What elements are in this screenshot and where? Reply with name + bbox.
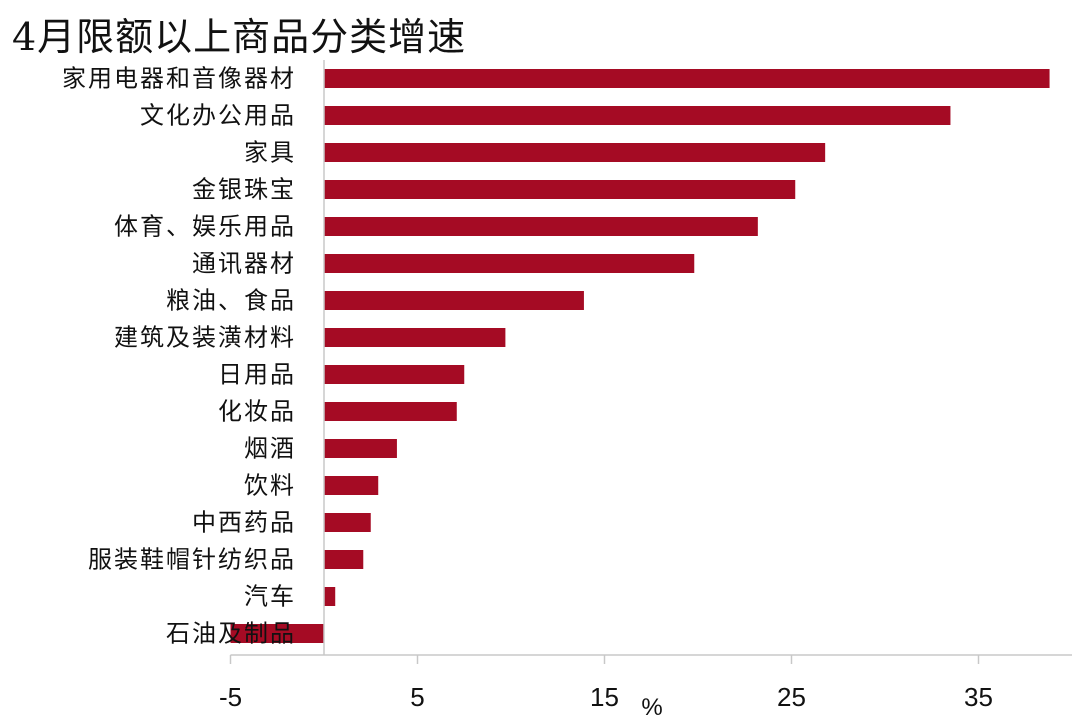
category-label: 建筑及装潢材料 xyxy=(114,324,296,352)
chart-title: 4月限额以上商品分类增速 xyxy=(12,15,467,59)
bar xyxy=(324,550,364,569)
category-label: 化妆品 xyxy=(218,398,296,426)
bar xyxy=(324,291,584,310)
category-label: 文化办公用品 xyxy=(140,102,296,130)
x-tick-label: 5 xyxy=(410,682,424,712)
category-label: 中西药品 xyxy=(192,509,296,537)
category-label: 家用电器和音像器材 xyxy=(62,65,296,93)
x-axis-unit-label: % xyxy=(641,694,662,721)
category-label: 烟酒 xyxy=(244,435,296,463)
bar xyxy=(324,476,379,495)
x-tick-label: 15 xyxy=(590,682,619,712)
bar xyxy=(324,254,695,273)
bar xyxy=(324,143,826,162)
category-label: 汽车 xyxy=(244,583,296,611)
x-tick-label: -5 xyxy=(219,682,242,712)
bar xyxy=(324,402,457,421)
x-tick-label: 35 xyxy=(964,682,993,712)
category-label: 石油及制品 xyxy=(166,620,296,648)
bar xyxy=(324,328,506,347)
bar xyxy=(324,180,796,199)
bar xyxy=(324,587,336,606)
category-label: 金银珠宝 xyxy=(192,176,296,204)
category-labels-group: 家用电器和音像器材文化办公用品家具金银珠宝体育、娱乐用品通讯器材粮油、食品建筑及… xyxy=(62,65,296,648)
bar xyxy=(324,217,758,236)
category-label: 日用品 xyxy=(218,361,296,389)
bar xyxy=(324,513,371,532)
category-label: 通讯器材 xyxy=(192,250,296,278)
category-label: 粮油、食品 xyxy=(166,287,296,315)
category-label: 家具 xyxy=(244,139,296,167)
category-label: 服装鞋帽针纺织品 xyxy=(88,546,296,574)
bar xyxy=(324,69,1050,88)
bar xyxy=(324,106,951,125)
category-label: 体育、娱乐用品 xyxy=(114,213,296,241)
bars-group xyxy=(230,69,1050,643)
axes-group: -5 5 15 25 35 xyxy=(219,60,1072,712)
bar xyxy=(324,439,397,458)
bar xyxy=(230,624,324,643)
category-label: 饮料 xyxy=(244,472,296,500)
x-tick-label: 25 xyxy=(777,682,806,712)
bar xyxy=(324,365,465,384)
